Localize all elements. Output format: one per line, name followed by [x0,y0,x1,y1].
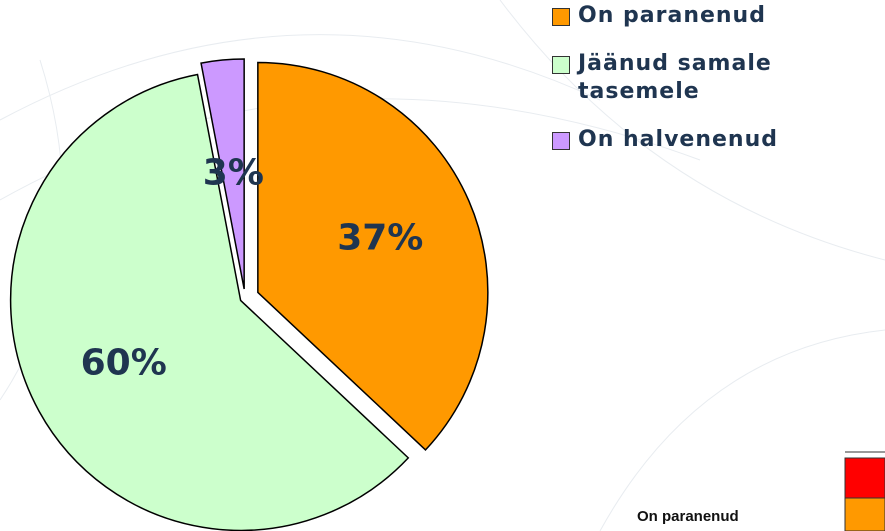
legend-swatch [552,8,570,26]
legend-item: On halvenenud [552,126,882,154]
legend-item: On paranenud [552,2,882,30]
pie-slice [200,58,245,290]
pie-slice [9,73,410,531]
inset-bar [844,457,885,499]
inset-label: On paranenud [637,508,739,525]
pie-slice [257,61,489,451]
inset-bar [844,497,885,531]
legend-label: Jäänud samale tasemele [578,51,772,104]
legend-swatch [552,56,570,74]
legend-item: Jäänud samale tasemele [552,50,882,106]
legend-swatch [552,132,570,150]
data-label: 60% [81,343,167,384]
legend-label: On halvenenud [578,127,778,152]
legend-label: On paranenud [578,3,766,28]
data-label: 3% [203,153,264,194]
data-label: 37% [337,217,423,258]
legend: On paranenud Jäänud samale tasemele On hal… [552,2,882,174]
